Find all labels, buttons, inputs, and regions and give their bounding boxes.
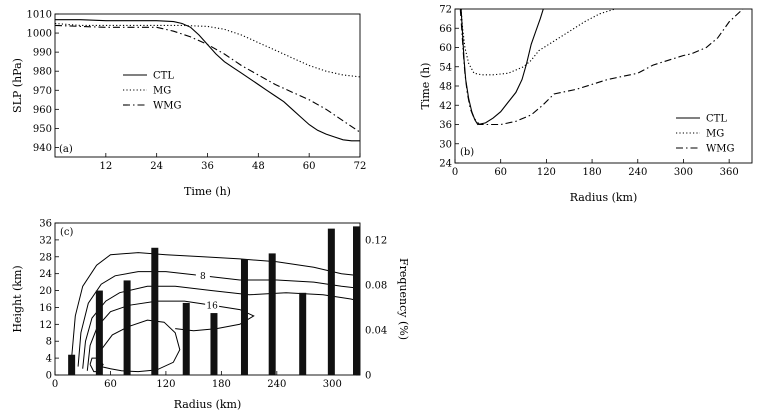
panel-label: (a)	[59, 144, 73, 155]
series-line-ctl	[55, 19, 360, 142]
x-axis-label: Radius (km)	[570, 191, 638, 204]
y-tick-label: 980	[33, 67, 52, 78]
frequency-bar	[123, 280, 131, 375]
x-tick-label: 72	[354, 161, 367, 172]
x-axis-label: Time (h)	[184, 185, 231, 198]
contour-label-bg	[195, 269, 210, 280]
contour-line	[96, 319, 181, 373]
legend-label-mg: MG	[153, 86, 171, 97]
frequency-bar	[68, 354, 76, 375]
contour-line	[82, 285, 360, 369]
x-tick-label: 0	[52, 379, 58, 390]
x-tick-label: 180	[583, 167, 602, 178]
x-tick-label: 36	[201, 161, 214, 172]
y-tick-label: 66	[439, 24, 452, 35]
series-line-mg	[460, 9, 616, 76]
frequency-bar	[151, 247, 159, 375]
legend-label-wmg: WMG	[706, 144, 735, 155]
y-tick-label: 970	[33, 86, 52, 97]
x-tick-label: 24	[150, 161, 163, 172]
legend-label-mg: MG	[706, 129, 724, 140]
x-tick-label: 300	[674, 167, 693, 178]
frequency-bar	[182, 302, 190, 375]
plot-frame-b	[454, 8, 753, 164]
y-tick-label: 16	[39, 303, 52, 314]
y-axis-label: Time (h)	[419, 63, 432, 110]
frequency-bar	[268, 253, 276, 375]
x-tick-label: 60	[494, 167, 507, 178]
x-tick-label: 120	[537, 167, 556, 178]
x-tick-label: 360	[720, 167, 739, 178]
y-tick-label: 24	[439, 159, 452, 170]
contour-line	[89, 357, 104, 373]
y-tick-label: 30	[439, 139, 452, 150]
y-axis-label: SLP (hPa)	[11, 58, 24, 113]
y2-axis-label: Frequency (%)	[397, 258, 410, 340]
legend-label-ctl: CTL	[706, 114, 727, 125]
contour-line	[86, 300, 255, 371]
frequency-bar	[353, 226, 360, 375]
contour-label-bg	[205, 299, 220, 310]
y-tick-label: 42	[439, 101, 452, 112]
y-tick-label: 54	[439, 62, 452, 73]
frequency-bar	[327, 228, 335, 375]
legend-label-ctl: CTL	[153, 71, 174, 82]
y2-tick-label: 0	[365, 371, 371, 382]
x-tick-label: 48	[252, 161, 265, 172]
y-tick-label: 20	[39, 286, 52, 297]
x-tick-label: 60	[303, 161, 316, 172]
series-line-wmg	[459, 9, 744, 126]
y-axis-label: Height (km)	[11, 265, 24, 332]
x-tick-label: 180	[212, 379, 231, 390]
series-line-ctl	[460, 9, 544, 126]
y-tick-label: 950	[33, 124, 52, 135]
x-tick-label: 120	[156, 379, 175, 390]
legend-label-wmg: WMG	[153, 101, 182, 112]
y2-tick-label: 0.04	[365, 325, 387, 336]
y-tick-label: 32	[39, 235, 52, 246]
x-axis-label: Radius (km)	[174, 398, 242, 411]
x-tick-label: 240	[267, 379, 286, 390]
contour-label: 16	[206, 301, 218, 311]
x-tick-label: 240	[628, 167, 647, 178]
y-tick-label: 1000	[27, 29, 52, 40]
y-tick-label: 0	[46, 371, 52, 382]
series-line-mg	[55, 22, 360, 78]
contour-line	[71, 252, 360, 359]
y-tick-label: 72	[439, 5, 452, 16]
frequency-bar	[95, 290, 103, 375]
frequency-bar	[240, 259, 248, 375]
y-tick-label: 12	[39, 320, 52, 331]
contour-label: 8	[200, 272, 206, 282]
x-tick-label: 12	[99, 161, 112, 172]
y-tick-label: 48	[439, 82, 452, 93]
x-tick-label: 300	[323, 379, 342, 390]
frequency-bar	[299, 292, 307, 375]
y2-tick-label: 0.12	[365, 235, 387, 246]
y-tick-label: 8	[46, 337, 52, 348]
y-tick-label: 990	[33, 48, 52, 59]
y-tick-label: 1010	[27, 10, 52, 21]
y-tick-label: 24	[39, 269, 52, 280]
contour-line	[77, 271, 360, 367]
y-tick-label: 36	[39, 219, 52, 230]
panel-label: (b)	[460, 147, 474, 158]
y-tick-label: 940	[33, 143, 52, 154]
series-line-wmg	[55, 24, 360, 133]
y-tick-label: 28	[39, 252, 52, 263]
frequency-bar	[210, 313, 218, 375]
plot-frame-a	[54, 13, 361, 158]
y-tick-label: 60	[439, 43, 452, 54]
y-tick-label: 36	[439, 120, 452, 131]
panel-label: (c)	[60, 227, 74, 238]
y-tick-label: 4	[46, 354, 52, 365]
y2-tick-label: 0.08	[365, 280, 387, 291]
y-tick-label: 960	[33, 105, 52, 116]
x-tick-label: 60	[104, 379, 117, 390]
x-tick-label: 0	[452, 167, 458, 178]
